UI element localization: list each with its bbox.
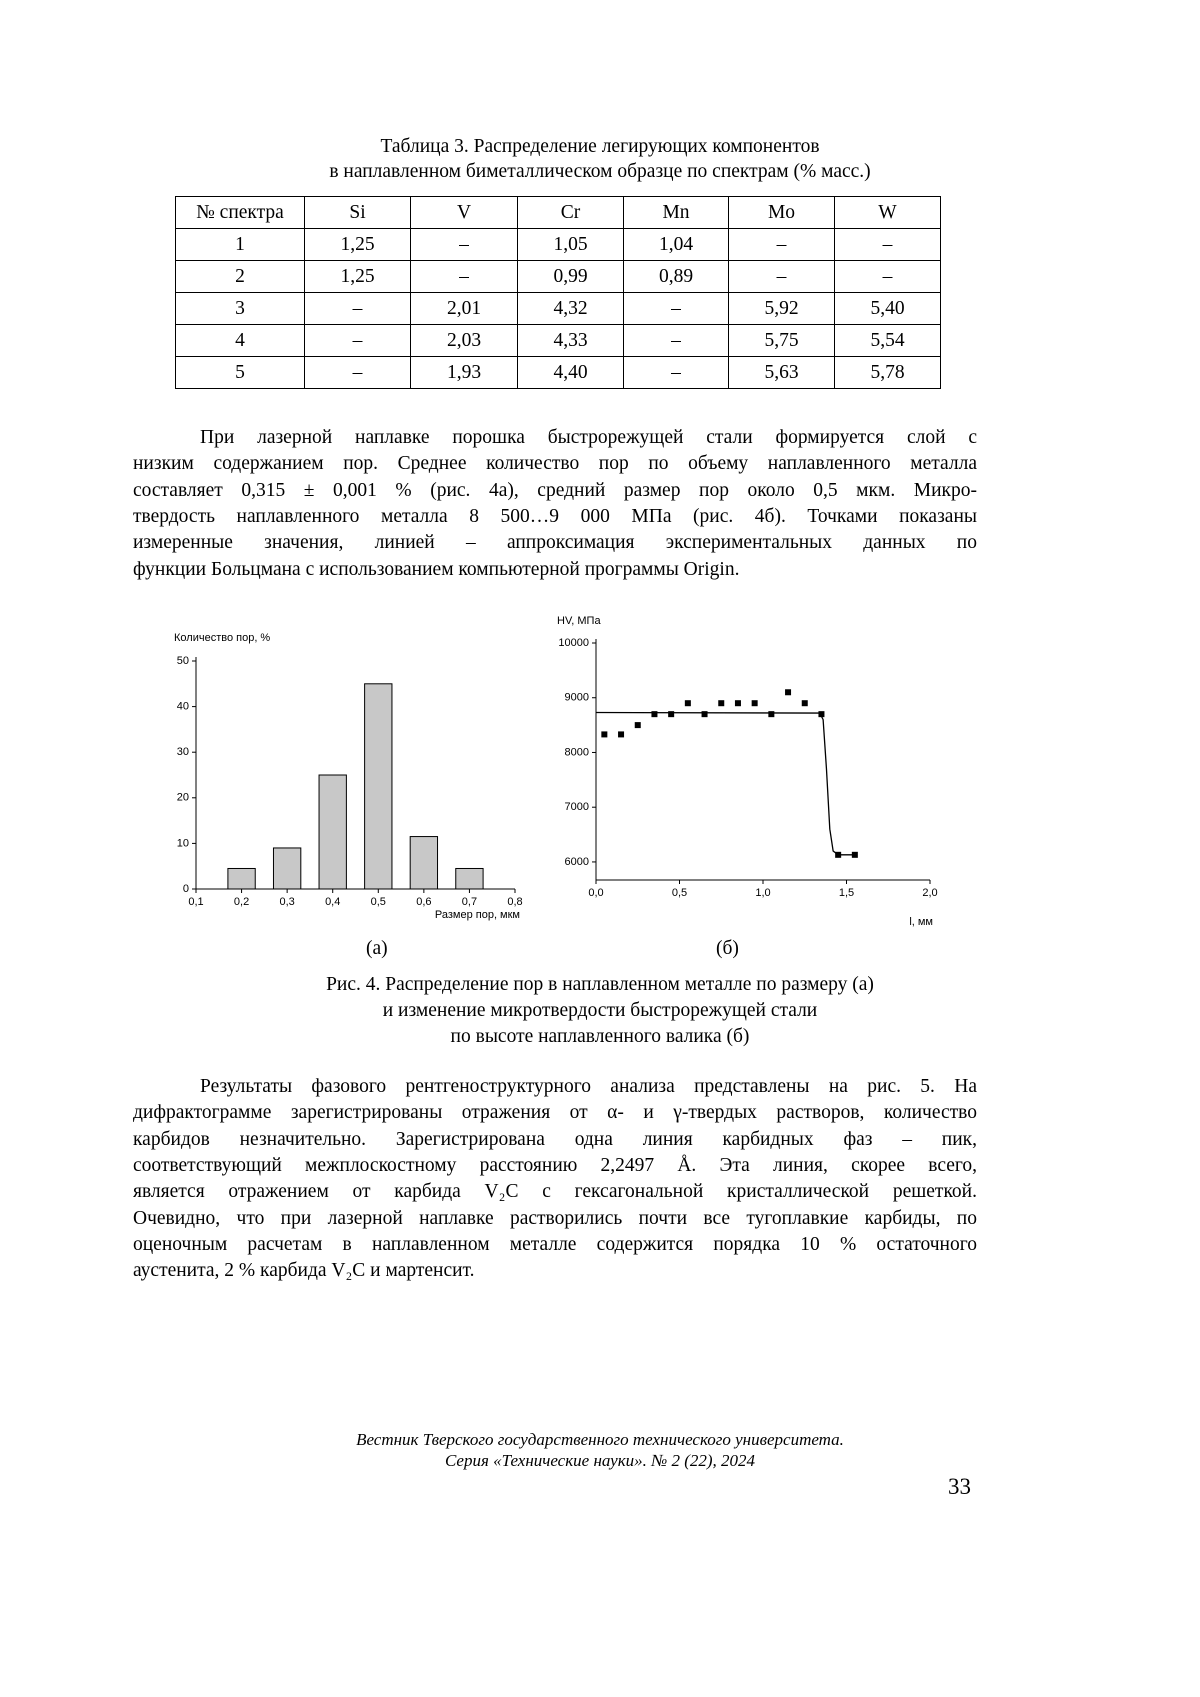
x-tick-label: 0,0 [588,887,603,899]
point [768,711,774,717]
x-tick-label: 0,3 [279,896,294,908]
point [785,689,791,695]
x-tick-label: 0,8 [507,896,522,908]
y-tick-label: 30 [177,746,189,758]
x-tick-label: 0,2 [234,896,249,908]
bar [410,837,437,889]
point [752,700,758,706]
y-tick-label: 20 [177,792,189,804]
point [702,711,708,717]
figure-caption: по высоте наплавленного валика (б) [0,1026,1200,1048]
x-axis-label: Размер пор, мкм [435,909,520,921]
point [601,731,607,737]
y-tick-label: 6000 [565,856,589,868]
figure-label: (б) [716,938,739,960]
x-tick-label: 0,5 [371,896,386,908]
y-tick-label: 0 [183,883,189,895]
bar [319,775,346,889]
x-tick-label: 0,1 [188,896,203,908]
x-tick-label: 1,0 [755,887,770,899]
point [685,700,691,706]
figure-label: (а) [366,938,388,960]
y-tick-label: 9000 [565,692,589,704]
point [802,700,808,706]
x-tick-label: 1,5 [839,887,854,899]
footer: Вестник Тверского государственного техни… [0,1430,1200,1450]
y-tick-label: 8000 [565,746,589,758]
x-axis-label: l, мм [909,916,933,928]
y-tick-label: 7000 [565,801,589,813]
y-axis-label: Количество пор, % [174,632,270,644]
y-tick-label: 40 [177,701,189,713]
page-number: 33 [948,1474,971,1500]
bar [456,868,483,889]
y-tick-label: 10 [177,837,189,849]
fit-line [596,713,855,855]
figure-caption: Рис. 4. Распределение пор в наплавленном… [0,974,1200,996]
x-tick-label: 0,5 [672,887,687,899]
bar [365,684,392,889]
point [735,700,741,706]
point [718,700,724,706]
x-tick-label: 0,7 [462,896,477,908]
x-tick-label: 0,6 [416,896,431,908]
point [635,722,641,728]
figure-caption: и изменение микротвердости быстрорежущей… [0,1000,1200,1022]
y-tick-label: 10000 [558,637,589,649]
y-tick-label: 50 [177,655,189,667]
x-tick-label: 0,4 [325,896,340,908]
bar [228,868,255,889]
point [618,731,624,737]
bar [273,848,300,889]
y-axis-label: HV, МПа [557,615,601,627]
x-tick-label: 2,0 [922,887,937,899]
footer: Серия «Технические науки». № 2 (22), 202… [0,1451,1200,1471]
